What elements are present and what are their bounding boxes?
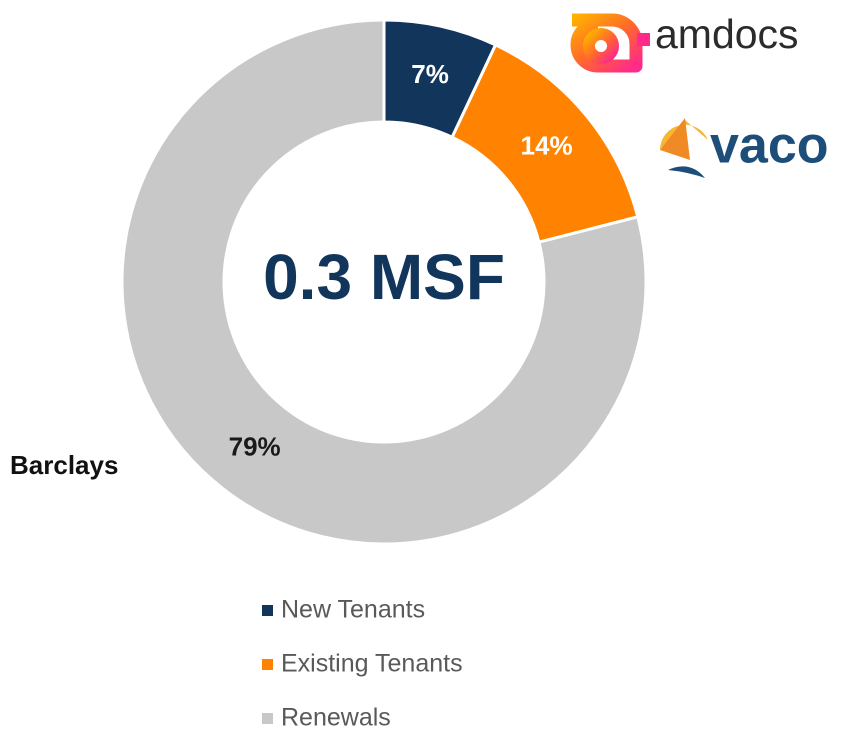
legend-swatch [262,713,273,724]
data-label: 7% [411,59,449,89]
annotation: Barclays [10,450,118,480]
legend-swatch [262,605,273,616]
vaco-icon [659,118,708,178]
legend-swatch [262,659,273,670]
center-label: 0.3 MSF [263,241,505,313]
slice [120,18,648,546]
legend: New Tenants Existing Tenants Renewals [262,596,463,732]
amdocs-icon [570,13,650,73]
legend-label: New Tenants [281,596,425,624]
donut: 7% 14% 79% [120,18,648,546]
data-label: 79% [229,432,281,462]
legend-label: Existing Tenants [281,650,463,678]
legend-label: Renewals [281,704,391,732]
data-label: 14% [521,130,573,160]
amdocs-logo-text: amdocs [655,11,799,57]
vaco-logo-text: vaco [710,117,829,175]
